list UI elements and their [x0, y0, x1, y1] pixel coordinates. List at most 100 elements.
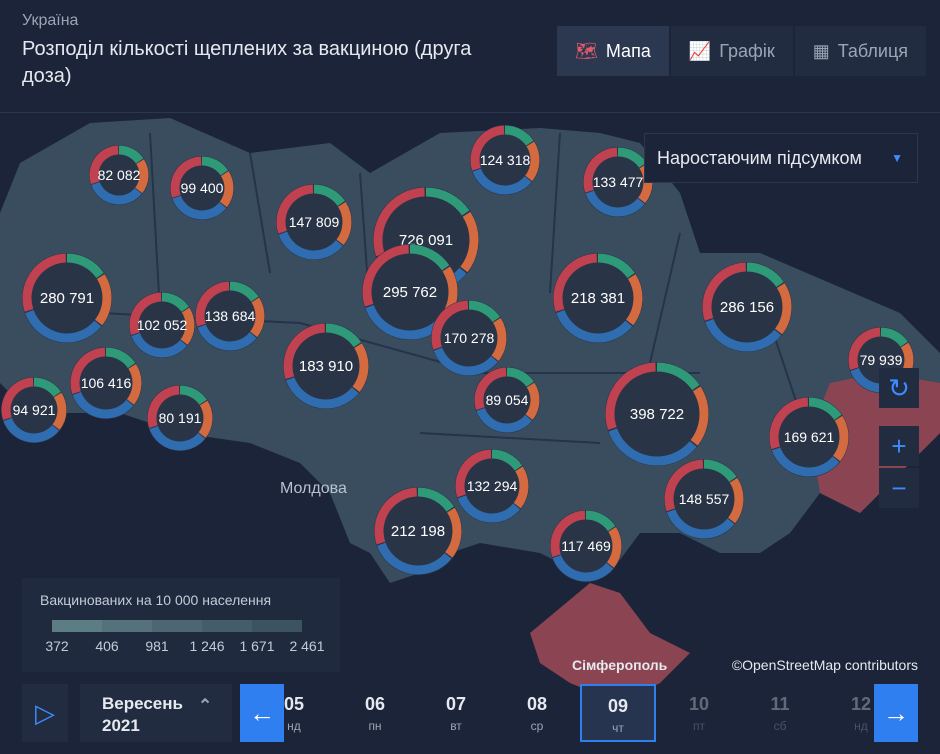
marker-segment — [149, 425, 206, 451]
marker-segment — [468, 300, 501, 323]
marker-segment — [179, 385, 207, 406]
marker-segment — [460, 211, 479, 273]
dropdown[interactable]: Наростаючим підсумком ▼ — [644, 133, 918, 183]
region-marker[interactable]: 124 318 — [470, 125, 540, 195]
marker-label: 286 156 — [720, 299, 774, 316]
marker-segment — [352, 343, 369, 393]
region-marker[interactable]: 218 381 — [553, 253, 643, 343]
map-label: Сімферополь — [572, 657, 668, 673]
month-picker[interactable]: Вересень 2021 ⌃ — [80, 684, 232, 742]
region-marker[interactable]: 133 477 — [583, 147, 653, 217]
region-marker[interactable]: 117 469 — [550, 510, 622, 582]
legend-scale — [52, 620, 302, 632]
region-marker[interactable]: 398 722 — [605, 362, 709, 466]
region-marker[interactable]: 106 416 — [70, 347, 142, 419]
region-marker[interactable]: 94 921 — [1, 377, 67, 443]
marker-segment — [129, 292, 162, 336]
marker-label: 183 910 — [299, 358, 353, 375]
marker-label: 218 381 — [571, 290, 625, 307]
marker-segment — [474, 367, 507, 411]
marker-segment — [585, 190, 645, 217]
marker-label: 106 416 — [81, 375, 132, 391]
marker-segment — [457, 495, 521, 523]
marker-label: 79 939 — [860, 352, 903, 368]
region-marker[interactable]: 132 294 — [455, 449, 529, 523]
region-marker[interactable]: 183 910 — [283, 323, 369, 409]
marker-segment — [89, 145, 119, 185]
marker-segment — [377, 542, 452, 575]
marker-segment — [118, 145, 144, 164]
marker-segment — [195, 281, 230, 327]
marker-bg — [470, 125, 540, 195]
marker-bg — [431, 300, 507, 376]
region-marker[interactable]: 82 082 — [89, 145, 149, 205]
day[interactable]: 06 пн — [337, 684, 413, 742]
marker-segment — [229, 281, 259, 302]
marker-segment — [91, 181, 142, 205]
view-tabs: 🗺 Мапа 📈 Графік ▦ Таблиця — [557, 26, 927, 76]
region-marker[interactable]: 212 198 — [374, 487, 462, 575]
marker-label: 89 054 — [486, 392, 529, 408]
day-number: 06 — [364, 694, 386, 714]
day[interactable]: 05 нд — [256, 684, 332, 742]
legend-swatch — [152, 620, 202, 632]
marker-bg — [129, 292, 195, 358]
marker-segment — [513, 466, 529, 509]
legend-tick: 406 — [95, 638, 119, 654]
region-marker[interactable]: 169 621 — [769, 397, 849, 477]
day-weekday: нд — [287, 719, 301, 733]
region-marker[interactable]: 80 191 — [147, 385, 213, 451]
marker-bg — [664, 459, 744, 539]
day[interactable]: 07 вт — [418, 684, 494, 742]
tab[interactable]: 🗺 Мапа — [557, 26, 669, 76]
region-marker[interactable]: 99 400 — [170, 156, 234, 220]
day[interactable]: 11 сб — [742, 684, 818, 742]
marker-segment — [362, 244, 409, 307]
play-button[interactable]: ▷ — [22, 684, 68, 742]
marker-label: 147 809 — [289, 214, 340, 230]
region-marker[interactable]: 148 557 — [664, 459, 744, 539]
marker-label: 132 294 — [467, 478, 518, 494]
zoom-out[interactable]: − — [879, 468, 919, 508]
region-marker[interactable]: 280 791 — [22, 253, 112, 343]
marker-segment — [666, 509, 735, 539]
region-marker[interactable]: 147 809 — [276, 184, 352, 260]
region-marker[interactable]: 138 684 — [195, 281, 265, 351]
marker-label: 102 052 — [137, 317, 188, 333]
day[interactable]: 12 нд — [823, 684, 899, 742]
marker-segment — [771, 447, 840, 477]
marker-bg — [362, 244, 458, 340]
day-number: 07 — [445, 694, 467, 714]
marker-segment — [161, 292, 189, 313]
region-marker[interactable]: 89 054 — [474, 367, 540, 433]
marker-label: 169 621 — [784, 429, 835, 445]
marker-segment — [66, 253, 104, 279]
marker-segment — [425, 187, 470, 216]
day[interactable]: 08 ср — [499, 684, 575, 742]
zoom-in[interactable]: + — [879, 426, 919, 466]
region-marker[interactable]: 286 156 — [702, 262, 792, 352]
marker-segment — [606, 526, 622, 568]
marker-segment — [147, 385, 180, 429]
day[interactable]: 09 чт — [580, 684, 656, 742]
marker-segment — [283, 323, 326, 380]
region-marker[interactable]: 102 052 — [129, 292, 195, 358]
tab[interactable]: ▦ Таблиця — [794, 26, 927, 76]
tab[interactable]: 📈 Графік — [670, 26, 793, 76]
marker-segment — [417, 487, 454, 512]
tab-label: Таблиця — [837, 40, 909, 61]
marker-segment — [585, 510, 616, 532]
marker-bg — [1, 377, 67, 443]
day[interactable]: 10 пт — [661, 684, 737, 742]
breadcrumb[interactable]: Україна — [22, 12, 79, 29]
prev-button[interactable]: ← — [240, 684, 284, 742]
reset-button[interactable]: ↻ — [879, 368, 919, 408]
next-button[interactable]: → — [874, 684, 918, 742]
marker-bg — [474, 367, 540, 433]
marker-segment — [72, 391, 134, 419]
marker-bg — [374, 487, 462, 575]
region-marker[interactable]: 170 278 — [431, 300, 507, 376]
marker-segment — [597, 253, 635, 279]
marker-segment — [1, 377, 34, 421]
region-marker[interactable]: 295 762 — [362, 244, 458, 340]
